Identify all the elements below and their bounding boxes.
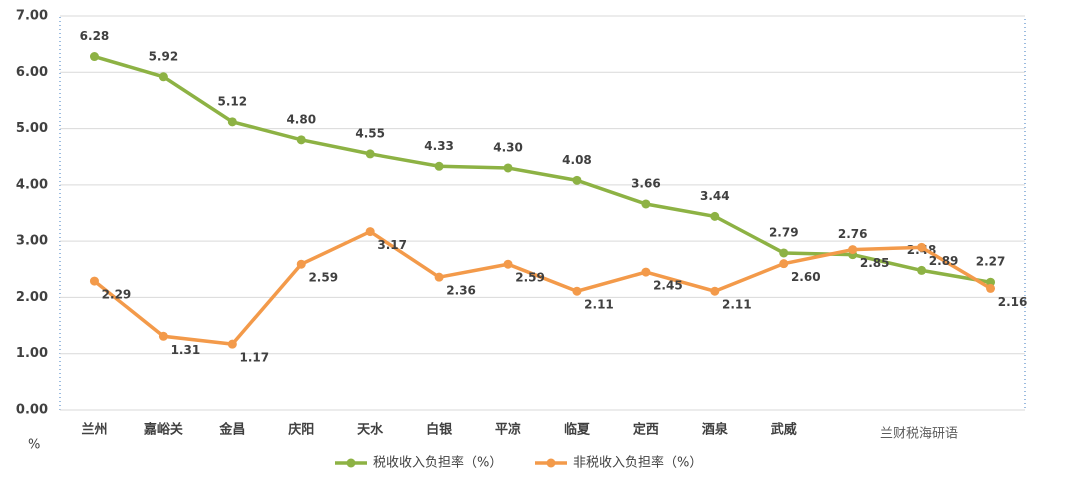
y-tick-label: 7.00 bbox=[16, 9, 48, 24]
x-tick-label: 庆阳 bbox=[287, 422, 314, 438]
legend-swatch-dot bbox=[346, 458, 356, 468]
plot-border bbox=[59, 15, 1026, 411]
data-label: 2.59 bbox=[515, 271, 545, 285]
legend-label: 税收收入负担率（%） bbox=[373, 455, 502, 471]
point bbox=[89, 276, 99, 286]
x-tick-label: 兰州 bbox=[81, 422, 107, 438]
point bbox=[779, 248, 789, 258]
point bbox=[89, 52, 99, 62]
data-label: 5.12 bbox=[218, 94, 248, 108]
point bbox=[641, 267, 651, 277]
point bbox=[917, 265, 927, 275]
data-label: 1.17 bbox=[240, 351, 270, 365]
data-label: 2.60 bbox=[791, 270, 821, 284]
legend-swatch-dot bbox=[546, 458, 556, 468]
data-label: 4.33 bbox=[424, 139, 454, 153]
data-label: 4.30 bbox=[493, 140, 523, 154]
data-label: 2.36 bbox=[446, 284, 476, 298]
point bbox=[158, 331, 168, 341]
point bbox=[503, 259, 513, 269]
point bbox=[572, 175, 582, 185]
point bbox=[779, 259, 789, 269]
data-label: 2.29 bbox=[102, 288, 132, 302]
data-label: 2.11 bbox=[584, 298, 614, 312]
data-label: 3.44 bbox=[700, 189, 730, 203]
point bbox=[365, 149, 375, 159]
y-tick-label: 1.00 bbox=[16, 346, 48, 361]
point bbox=[227, 117, 237, 127]
x-tick-label: 白银 bbox=[426, 422, 453, 438]
data-label: 1.31 bbox=[171, 343, 201, 357]
data-label: 4.80 bbox=[286, 112, 316, 126]
x-tick-label: 定西 bbox=[632, 422, 659, 438]
point bbox=[503, 163, 513, 173]
data-label: 4.55 bbox=[355, 126, 385, 140]
point bbox=[710, 286, 720, 296]
data-label: 2.89 bbox=[929, 254, 959, 268]
data-label: 3.66 bbox=[631, 176, 661, 190]
y-tick-label: 4.00 bbox=[16, 177, 48, 192]
y-tick-label: 0.00 bbox=[16, 403, 48, 418]
data-label: 5.92 bbox=[149, 49, 179, 63]
data-label: 4.08 bbox=[562, 153, 592, 167]
x-tick-label: 天水 bbox=[357, 422, 384, 438]
x-tick-label: 金昌 bbox=[218, 422, 245, 438]
x-tick-label: 临夏 bbox=[564, 422, 591, 438]
data-label: 2.76 bbox=[838, 227, 868, 241]
point bbox=[227, 339, 237, 349]
point bbox=[710, 211, 720, 221]
watermark: 兰财税海研语 bbox=[880, 427, 958, 442]
point bbox=[434, 161, 444, 171]
point bbox=[572, 286, 582, 296]
y-tick-label: 5.00 bbox=[16, 121, 48, 136]
y-tick-label: 2.00 bbox=[16, 290, 48, 305]
series-line bbox=[93, 54, 991, 284]
data-label: 2.11 bbox=[722, 298, 752, 312]
data-label: 2.45 bbox=[653, 279, 683, 293]
point bbox=[365, 227, 375, 237]
data-label: 6.28 bbox=[80, 29, 110, 43]
data-label: 3.17 bbox=[377, 238, 407, 252]
y-tick-label: 6.00 bbox=[16, 65, 48, 80]
data-label: 2.16 bbox=[998, 295, 1028, 309]
point bbox=[848, 245, 858, 255]
point bbox=[434, 272, 444, 282]
point bbox=[158, 72, 168, 82]
point bbox=[296, 259, 306, 269]
point bbox=[296, 135, 306, 145]
y-tick-label: 3.00 bbox=[16, 234, 48, 249]
y-unit: % bbox=[28, 438, 40, 453]
data-label: 2.79 bbox=[769, 225, 799, 239]
x-tick-label: 平凉 bbox=[495, 422, 521, 438]
data-label: 2.27 bbox=[976, 255, 1006, 269]
point bbox=[986, 283, 996, 293]
x-tick-label: 嘉峪关 bbox=[143, 422, 183, 438]
data-label: 2.85 bbox=[860, 256, 890, 270]
point bbox=[641, 199, 651, 209]
point bbox=[917, 242, 927, 252]
series-line bbox=[93, 229, 992, 346]
legend-label: 非税收入负担率（%） bbox=[573, 455, 702, 471]
x-tick-label: 武威 bbox=[771, 422, 797, 438]
point bbox=[986, 277, 996, 287]
data-label: 2.59 bbox=[308, 271, 338, 285]
x-tick-label: 酒泉 bbox=[702, 422, 729, 438]
